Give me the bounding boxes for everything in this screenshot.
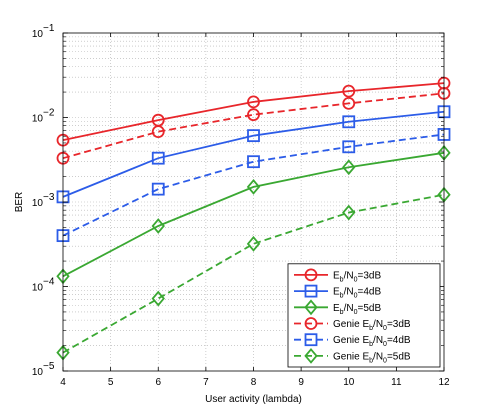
circle-marker xyxy=(304,268,318,282)
square-marker xyxy=(151,182,165,196)
square-marker xyxy=(342,115,356,129)
diamond-marker xyxy=(246,235,261,252)
y-tick-exponent: −2 xyxy=(43,108,55,119)
x-tick-label: 12 xyxy=(438,377,450,388)
y-tick-exponent: −3 xyxy=(43,192,55,203)
x-tick-label: 9 xyxy=(298,377,304,388)
y-tick-exponent: −4 xyxy=(43,277,55,288)
diamond-marker xyxy=(151,290,165,307)
legend-label: Eb/N0=3dB xyxy=(333,270,381,283)
x-tick-label: 10 xyxy=(343,377,355,388)
y-axis-label: BER xyxy=(14,192,25,213)
series-line xyxy=(62,133,445,237)
series-line xyxy=(62,82,445,141)
x-tick-label: 7 xyxy=(203,377,209,388)
grid xyxy=(63,33,444,371)
square-marker xyxy=(304,284,318,298)
circle-marker xyxy=(342,84,356,98)
diamond-marker xyxy=(246,178,261,195)
circle-marker xyxy=(151,125,165,139)
y-tick-label: 10 xyxy=(32,198,44,209)
y-tick-label: 10 xyxy=(32,283,44,294)
x-tick-label: 4 xyxy=(60,377,66,388)
square-marker xyxy=(342,140,356,154)
y-tick-exponent: −1 xyxy=(43,23,55,34)
y-tick-label: 10 xyxy=(32,114,44,125)
square-marker xyxy=(304,333,318,347)
legend-label: Eb/N0=5dB xyxy=(333,303,381,316)
circle-marker xyxy=(247,108,260,122)
x-axis-label: User activity (lambda) xyxy=(205,394,302,405)
y-tick-exponent: −5 xyxy=(43,361,55,372)
legend-box xyxy=(287,263,441,368)
y-tick-label: 10 xyxy=(32,29,44,40)
x-tick-label: 5 xyxy=(108,377,114,388)
x-tick-label: 6 xyxy=(155,377,161,388)
diamond-marker xyxy=(151,218,165,234)
y-tick-label: 10 xyxy=(32,367,44,378)
square-marker xyxy=(151,151,165,165)
diamond-marker xyxy=(304,348,318,364)
legend-label: Genie Eb/N0=3dB xyxy=(333,319,411,332)
legend: Eb/N0=3dB Eb/N0=4dB Eb/N0=5dB Genie Eb/N0=3… xyxy=(287,263,441,368)
diamond-marker xyxy=(304,299,318,316)
diamond-marker xyxy=(342,159,356,176)
x-tick-label: 11 xyxy=(391,377,402,388)
series-line xyxy=(62,110,445,198)
circle-marker xyxy=(304,317,318,330)
circle-marker xyxy=(342,96,356,110)
series-line xyxy=(62,92,445,160)
series-5 xyxy=(56,186,451,361)
legend-label: Genie Eb/N0=5dB xyxy=(333,351,411,364)
legend-label: Eb/N0=4dB xyxy=(333,287,381,300)
legend-label: Genie Eb/N0=4dB xyxy=(333,335,411,348)
square-marker xyxy=(247,155,260,169)
series-line xyxy=(62,151,445,278)
square-marker xyxy=(247,129,260,143)
x-tick-label: 8 xyxy=(251,377,257,388)
circle-marker xyxy=(247,95,260,109)
diamond-marker xyxy=(342,204,356,221)
